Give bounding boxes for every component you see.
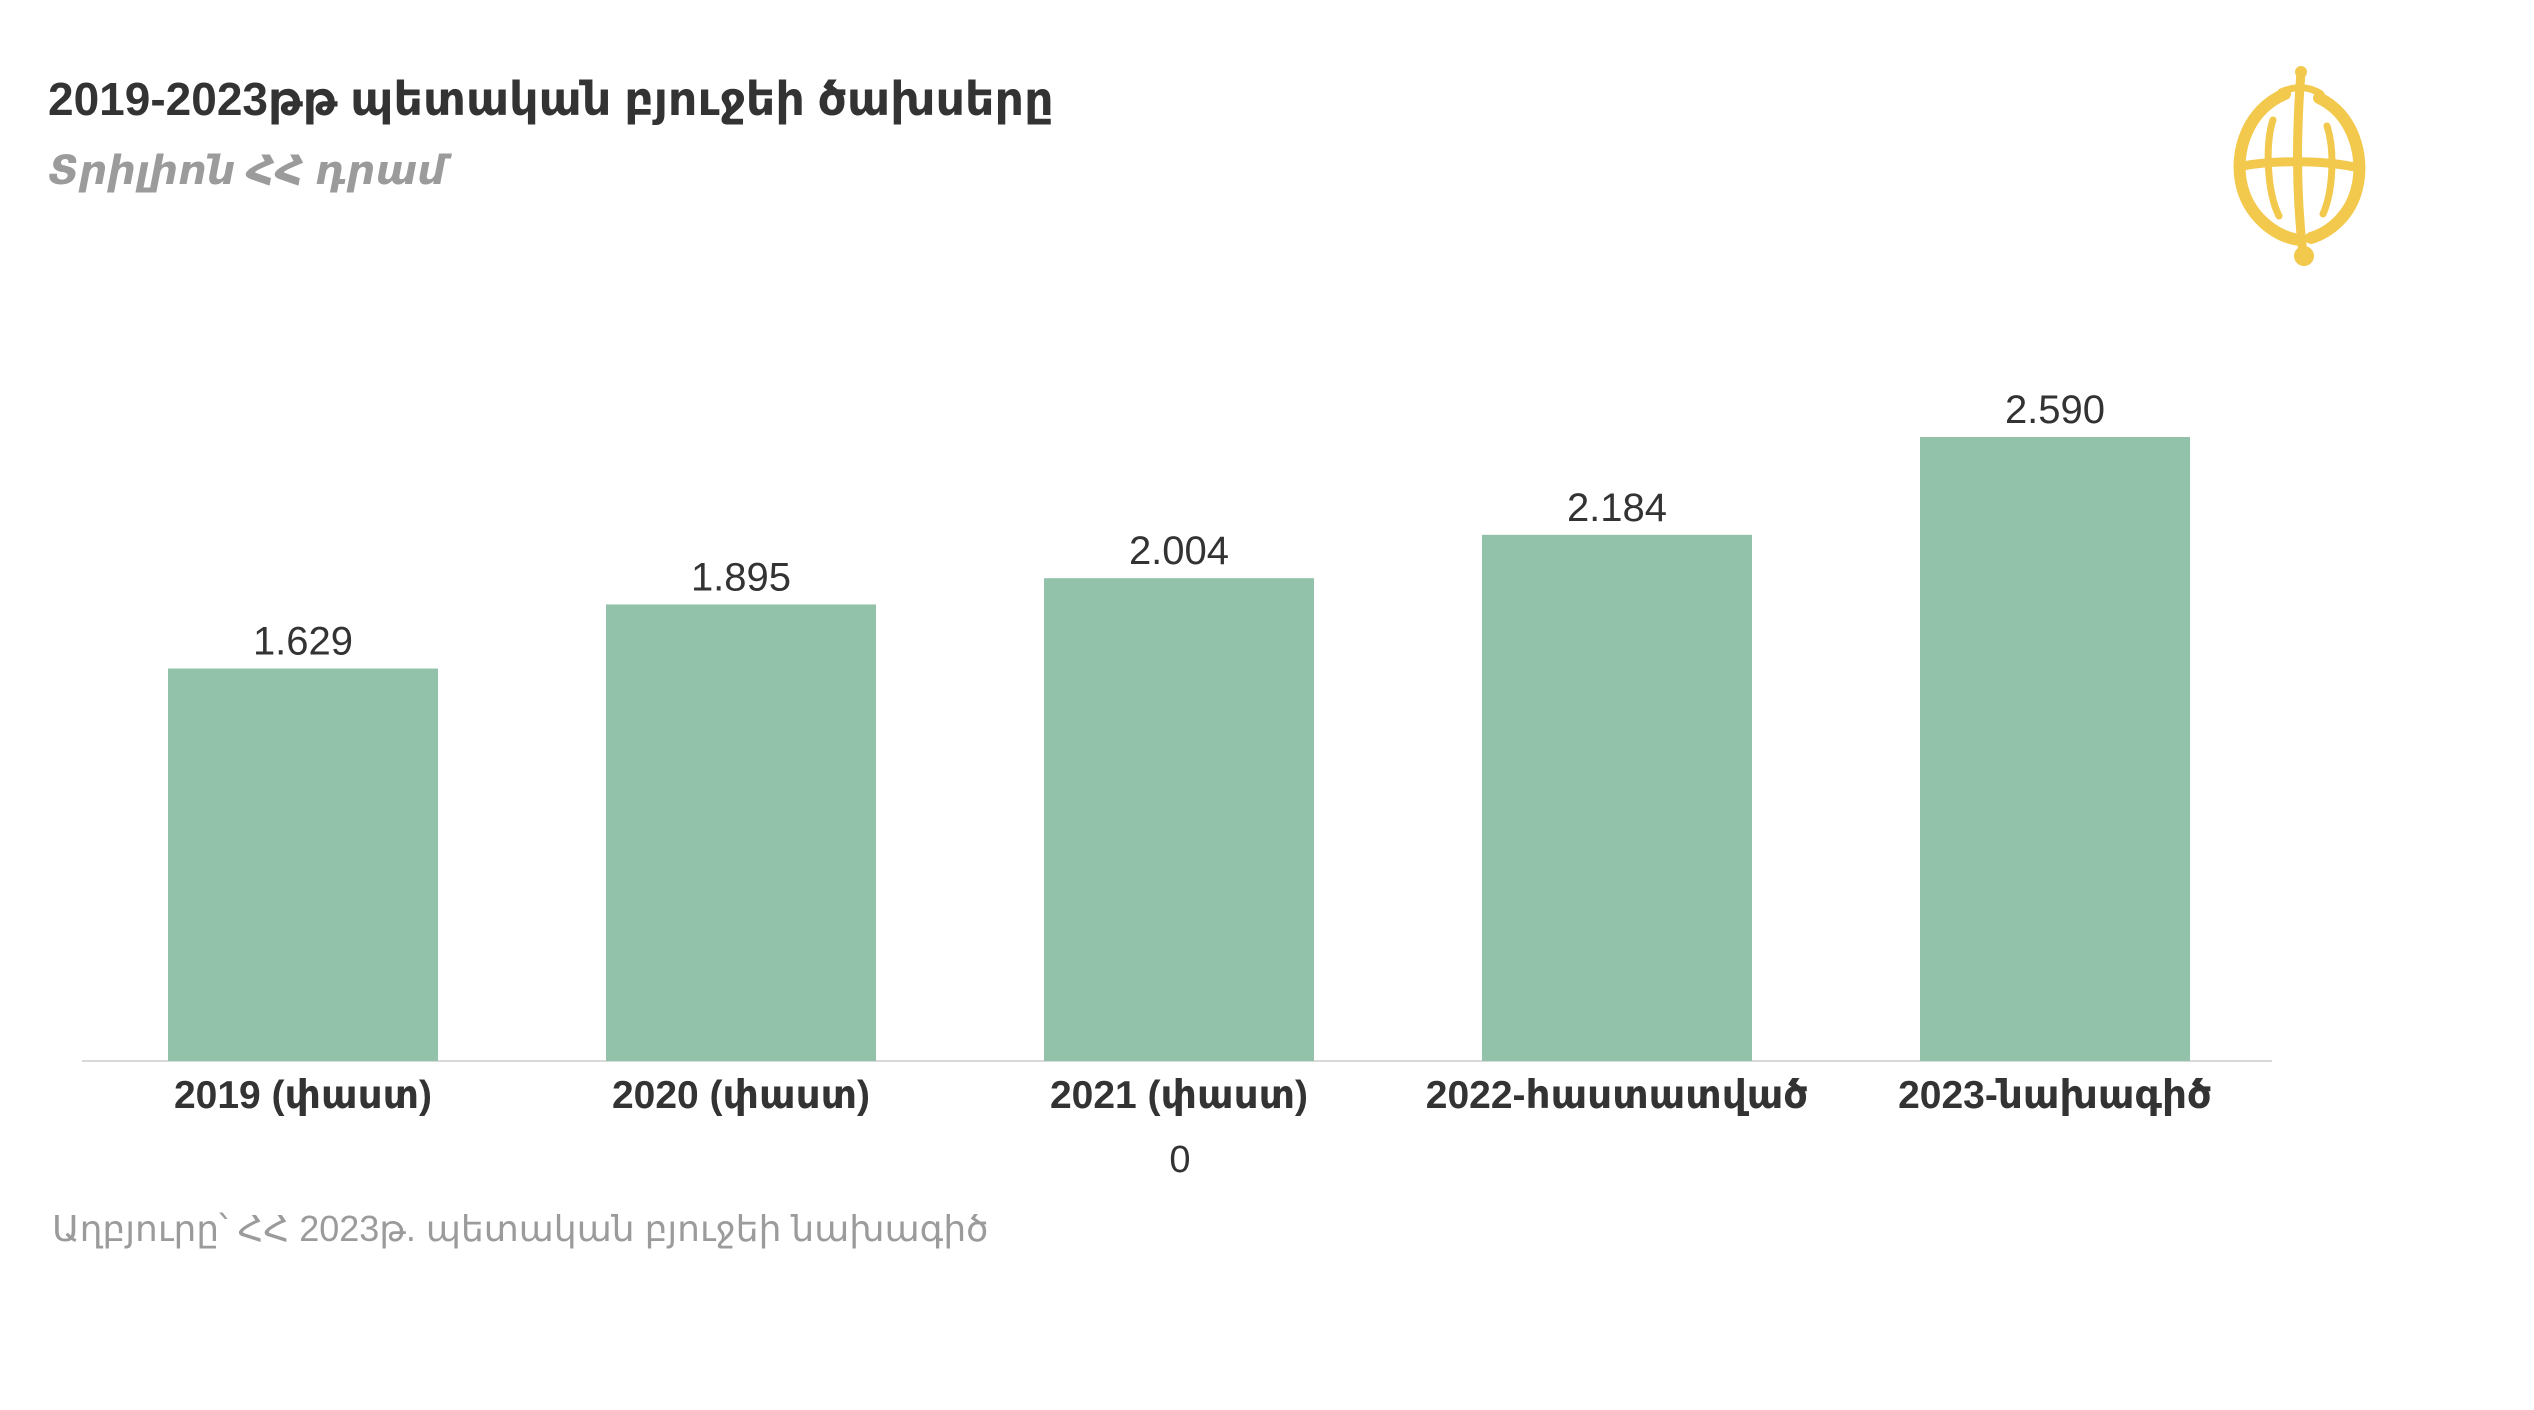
chart-title: 2019-2023թթ պետական բյուջեի ծախսերը bbox=[48, 73, 1054, 125]
labels-layer: 1.629 2019 (փաստ) 1.895 2020 (փաստ) 2.004 202… bbox=[174, 388, 2212, 1117]
bars-layer bbox=[168, 437, 2190, 1061]
bar-value-label: 1.895 bbox=[691, 555, 791, 599]
bar-2 bbox=[606, 604, 876, 1061]
bar-5 bbox=[1920, 437, 2190, 1061]
bar-value-label: 2.184 bbox=[1567, 486, 1667, 530]
bar-value-label: 2.004 bbox=[1129, 529, 1229, 573]
bar-value-label: 2.590 bbox=[2005, 388, 2105, 432]
chart-subtitle: Տրիլիոն ՀՀ դրամ bbox=[48, 149, 446, 193]
x-tick-label: 2019 (փաստ) bbox=[174, 1074, 432, 1117]
x-tick-label: 2020 (փաստ) bbox=[612, 1074, 870, 1117]
x-axis-label: 0 bbox=[1169, 1139, 1190, 1181]
bar-4 bbox=[1482, 534, 1752, 1061]
bar-1 bbox=[168, 668, 438, 1061]
x-tick-label: 2022-հաստատված bbox=[1426, 1074, 1808, 1117]
x-tick-label: 2021 (փաստ) bbox=[1050, 1074, 1308, 1117]
source-note: Աղբյուրը՝ ՀՀ 2023թ. պետական բյուջեի նախա… bbox=[52, 1208, 989, 1249]
bar-value-label: 1.629 bbox=[253, 620, 353, 664]
bar-3 bbox=[1044, 578, 1314, 1061]
globe-logo-icon bbox=[2233, 66, 2366, 266]
x-tick-label: 2023-նախագիծ bbox=[1898, 1074, 2212, 1117]
